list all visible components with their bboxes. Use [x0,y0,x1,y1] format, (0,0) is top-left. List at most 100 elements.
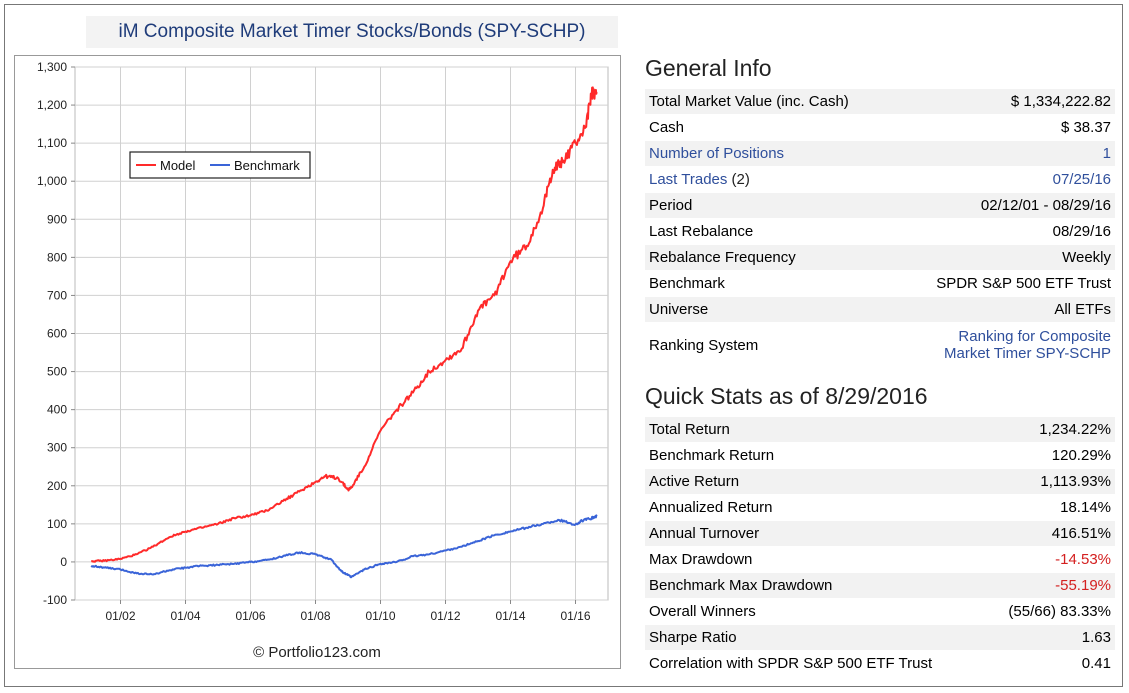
stat-value: -55.19% [985,572,1115,599]
info-row-benchmark: Benchmark SPDR S&P 500 ETF Trust [645,270,1115,297]
y-tick-label: 200 [47,479,67,493]
info-label: Ranking System [645,322,896,368]
info-row-cash: Cash $ 38.37 [645,114,1115,141]
y-tick-label: 0 [60,555,67,569]
report-frame [4,4,1123,687]
stat-label: Active Return [645,468,986,495]
y-tick-label: 400 [47,403,67,417]
stat-value: 18.14% [985,494,1115,521]
info-value: All ETFs [895,296,1115,323]
stat-label: Benchmark Return [645,442,986,469]
chart-credit: © Portfolio123.com [253,644,381,661]
stat-label: Correlation with SPDR S&P 500 ETF Trust [645,650,986,677]
x-tick-label: 01/14 [495,609,525,623]
stat-value: 120.29% [985,442,1115,469]
y-tick-label: 900 [47,212,67,226]
stat-label: Max Drawdown [645,546,986,573]
series-line-model [91,86,598,563]
legend-label-model: Model [160,158,196,173]
ranking-system-line1[interactable]: Ranking for Composite [958,328,1111,345]
x-tick-label: 01/12 [430,609,460,623]
x-tick-label: 01/02 [105,609,135,623]
y-tick-label: 700 [47,288,67,302]
stat-row-annual-turnover: Annual Turnover 416.51% [645,520,1115,547]
info-value: 02/12/01 - 08/29/16 [895,192,1115,219]
stat-row-max-drawdown: Max Drawdown -14.53% [645,546,1115,573]
stat-row-sharpe-ratio: Sharpe Ratio 1.63 [645,624,1115,651]
stat-row-benchmark-return: Benchmark Return 120.29% [645,442,1115,469]
x-tick-label: 01/04 [170,609,200,623]
info-value: Weekly [895,244,1115,271]
x-tick-label: 01/08 [300,609,330,623]
y-tick-label: 800 [47,250,67,264]
info-row-last-trades: Last Trades (2) 07/25/16 [645,166,1115,193]
stat-value: -14.53% [985,546,1115,573]
info-label: Total Market Value (inc. Cash) [645,88,896,115]
quick-stats-table: Total Return 1,234.22% Benchmark Return … [645,416,1115,677]
stat-row-active-return: Active Return 1,113.93% [645,468,1115,495]
y-tick-label: 1,000 [37,174,67,188]
stat-value: 0.41 [985,650,1115,677]
number-of-positions-link[interactable]: Number of Positions [649,145,785,162]
last-trades-count: (2) [727,171,750,188]
line-chart: -100 0 100 200 300 400 500 600 700 800 900 1,000 1,1… [14,55,621,669]
chart-title: iM Composite Market Timer Stocks/Bonds (… [86,16,618,48]
quick-stats-title: Quick Stats as of 8/29/2016 [645,383,928,409]
side-panel: General Info Total Market Value (inc. Ca… [645,52,1115,677]
series-line-benchmark [90,514,598,579]
info-label: Rebalance Frequency [645,244,896,271]
stat-value: (55/66) 83.33% [985,598,1115,625]
info-row-number-of-positions: Number of Positions 1 [645,140,1115,167]
info-value: $ 38.37 [895,114,1115,141]
info-row-universe: Universe All ETFs [645,296,1115,323]
info-row-last-rebalance: Last Rebalance 08/29/16 [645,218,1115,245]
stat-label: Annual Turnover [645,520,986,547]
x-tick-label: 01/16 [560,609,590,623]
y-tick-label: 1,200 [37,98,67,112]
y-tick-label: 600 [47,327,67,341]
legend-label-benchmark: Benchmark [234,158,300,173]
info-row-ranking-system: Ranking System Ranking for Composite Mar… [645,322,1115,368]
stat-label: Overall Winners [645,598,986,625]
info-value: SPDR S&P 500 ETF Trust [895,270,1115,297]
stat-value: 1,234.22% [985,416,1115,443]
ranking-system-line2[interactable]: Market Timer SPY-SCHP [944,345,1111,362]
stat-row-total-return: Total Return 1,234.22% [645,416,1115,443]
ranking-system-link[interactable]: Ranking for Composite Market Timer SPY-S… [895,322,1115,368]
stat-row-correlation: Correlation with SPDR S&P 500 ETF Trust … [645,650,1115,677]
stat-value: 1,113.93% [985,468,1115,495]
info-value: 08/29/16 [895,218,1115,245]
general-info-title: General Info [645,55,772,81]
y-tick-label: 500 [47,365,67,379]
positions-count-link[interactable]: 1 [1102,145,1111,162]
info-label: Universe [645,296,896,323]
chart-container: -100 0 100 200 300 400 500 600 700 800 900 1,000 1,1… [14,55,621,669]
stat-label: Total Return [645,416,986,443]
stat-label: Sharpe Ratio [645,624,986,651]
y-tick-label: 1,300 [37,60,67,74]
last-trades-link[interactable]: Last Trades [649,171,728,188]
info-row-period: Period 02/12/01 - 08/29/16 [645,192,1115,219]
last-trades-date-link[interactable]: 07/25/16 [1052,171,1111,188]
stat-label: Annualized Return [645,494,986,521]
y-tick-label: 1,100 [37,136,67,150]
info-row-total-market-value: Total Market Value (inc. Cash) $ 1,334,2… [645,88,1115,115]
y-tick-label: 300 [47,441,67,455]
stat-value: 1.63 [985,624,1115,651]
info-value: $ 1,334,222.82 [895,88,1115,115]
stat-value: 416.51% [985,520,1115,547]
info-label: Period [645,192,896,219]
info-label: Benchmark [645,270,896,297]
info-label: Last Rebalance [645,218,896,245]
stat-row-overall-winners: Overall Winners (55/66) 83.33% [645,598,1115,625]
info-label: Cash [645,114,896,141]
y-tick-label: 100 [47,517,67,531]
y-tick-label: -100 [43,593,67,607]
info-row-rebalance-frequency: Rebalance Frequency Weekly [645,244,1115,271]
x-tick-label: 01/06 [235,609,265,623]
stat-row-annualized-return: Annualized Return 18.14% [645,494,1115,521]
stat-label: Benchmark Max Drawdown [645,572,986,599]
general-info-table: Total Market Value (inc. Cash) $ 1,334,2… [645,88,1115,368]
x-tick-label: 01/10 [365,609,395,623]
stat-row-benchmark-max-drawdown: Benchmark Max Drawdown -55.19% [645,572,1115,599]
